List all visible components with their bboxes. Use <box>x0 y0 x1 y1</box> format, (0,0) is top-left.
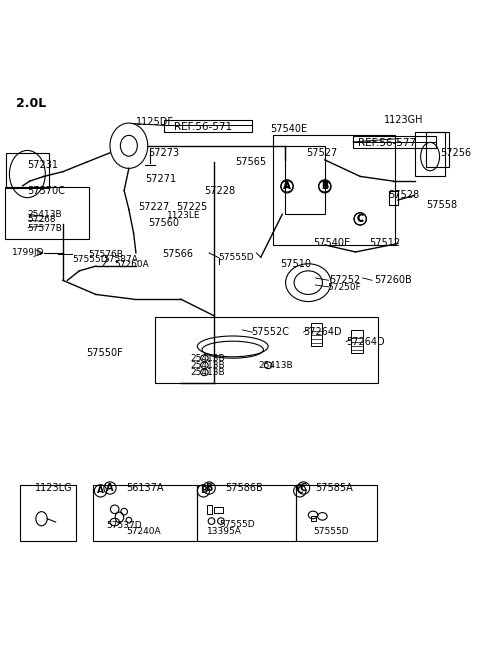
Text: B: B <box>322 182 328 191</box>
Text: 57260B: 57260B <box>374 275 412 286</box>
Text: 57540E: 57540E <box>313 238 350 248</box>
Text: 57555D: 57555D <box>72 255 108 263</box>
Text: 57566: 57566 <box>162 250 193 259</box>
Text: 57555D: 57555D <box>313 527 348 536</box>
Text: 1125DF: 1125DF <box>136 117 174 127</box>
Text: A: A <box>284 182 290 191</box>
Text: 57570C: 57570C <box>27 185 65 196</box>
Text: 57587A: 57587A <box>103 255 138 263</box>
Bar <box>353 136 436 148</box>
Text: 25413B: 25413B <box>27 210 62 219</box>
Text: 25413B: 25413B <box>190 354 225 363</box>
Text: 57260A: 57260A <box>115 260 149 269</box>
Text: 56137A: 56137A <box>127 483 164 493</box>
Text: 1123LE: 1123LE <box>167 211 200 219</box>
Text: 57555D: 57555D <box>218 253 254 262</box>
Text: 57228: 57228 <box>204 185 236 196</box>
Text: 57528: 57528 <box>388 191 420 200</box>
Text: A: A <box>283 181 291 191</box>
Text: 57264D: 57264D <box>346 337 384 346</box>
Bar <box>311 323 323 346</box>
Text: C: C <box>297 487 303 495</box>
Bar <box>6 153 48 188</box>
Text: 57552C: 57552C <box>252 328 289 337</box>
Text: 25413B: 25413B <box>190 368 225 377</box>
Text: REF.56-577: REF.56-577 <box>358 138 416 149</box>
Text: 1123LG: 1123LG <box>36 483 73 493</box>
Text: 25413B: 25413B <box>259 361 293 370</box>
Text: 13395A: 13395A <box>207 527 241 536</box>
Text: 57586B: 57586B <box>226 483 264 493</box>
Text: 57273: 57273 <box>148 148 179 158</box>
Bar <box>351 330 362 354</box>
Text: 1799JD: 1799JD <box>12 248 44 257</box>
Text: 57231: 57231 <box>27 160 59 170</box>
Text: 57250F: 57250F <box>327 283 361 292</box>
Text: 57558: 57558 <box>426 200 457 210</box>
Text: B: B <box>200 487 207 495</box>
Text: 57225: 57225 <box>176 202 207 212</box>
Text: 57550F: 57550F <box>86 348 123 358</box>
Text: 57510: 57510 <box>280 259 311 269</box>
Text: A: A <box>97 487 104 495</box>
Text: 57268: 57268 <box>27 215 56 225</box>
Text: REF.56-571: REF.56-571 <box>174 122 232 132</box>
Bar <box>20 485 76 541</box>
Text: 57252: 57252 <box>330 275 361 286</box>
Bar <box>273 135 395 245</box>
Bar <box>296 485 377 541</box>
Bar <box>388 191 398 205</box>
Text: 1123GH: 1123GH <box>384 115 423 124</box>
Bar <box>426 132 449 167</box>
Text: C: C <box>300 483 307 493</box>
Bar <box>415 132 445 176</box>
Bar <box>155 316 378 383</box>
Bar <box>164 120 252 132</box>
Bar <box>311 516 316 521</box>
Text: 57527: 57527 <box>306 148 337 158</box>
Bar <box>93 485 197 541</box>
Text: 57565: 57565 <box>235 157 266 167</box>
Text: C: C <box>357 214 363 223</box>
Text: 57271: 57271 <box>145 174 177 184</box>
Text: C: C <box>357 214 364 224</box>
Text: 57264D: 57264D <box>303 328 342 337</box>
Text: 2.0L: 2.0L <box>15 97 46 110</box>
Text: 57256: 57256 <box>441 148 472 158</box>
Text: B: B <box>321 181 328 191</box>
Bar <box>5 187 89 238</box>
Text: 57227: 57227 <box>138 202 169 212</box>
Bar <box>197 485 296 541</box>
Text: 25413B: 25413B <box>190 361 225 370</box>
Text: 57576B: 57576B <box>89 250 124 259</box>
Text: 57577B: 57577B <box>27 224 62 233</box>
Text: 57512: 57512 <box>370 238 401 248</box>
Bar <box>214 507 223 513</box>
Bar <box>285 145 325 214</box>
Bar <box>207 506 212 514</box>
Text: A: A <box>106 483 114 493</box>
Text: 57240A: 57240A <box>127 527 161 536</box>
Text: 57555D: 57555D <box>219 520 255 529</box>
Text: 57537D: 57537D <box>106 521 142 531</box>
Text: 57560: 57560 <box>148 217 179 228</box>
Text: 57585A: 57585A <box>315 483 353 493</box>
Text: B: B <box>205 483 213 493</box>
Text: 57540E: 57540E <box>271 124 308 134</box>
